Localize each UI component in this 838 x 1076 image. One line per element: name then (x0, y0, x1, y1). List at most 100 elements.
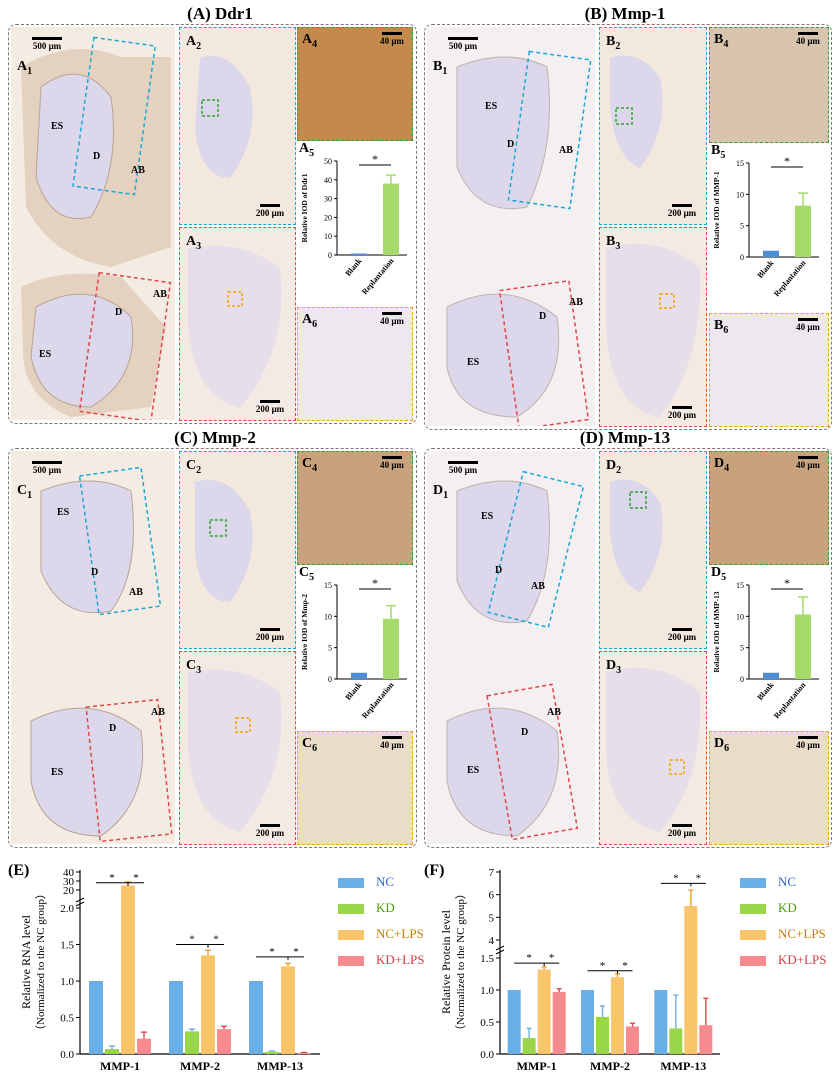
bar (351, 253, 367, 255)
tissue-ab: AB (153, 289, 167, 300)
tissue-d: D (115, 307, 123, 318)
y-tick-label: 15 (736, 159, 744, 168)
axis-break (75, 901, 85, 907)
y-tick-label: 10 (324, 612, 332, 621)
panel-a6-scalebar: 40 μm (376, 312, 408, 326)
bar (297, 1053, 311, 1055)
panel-d6-image: D6 40 μm (709, 731, 829, 845)
panel-b2-image: B2 200 μm (599, 27, 707, 225)
panel-d1-label: D1 (433, 483, 449, 501)
y-tick-label: 30 (324, 195, 332, 204)
panel-a-overview-image: 500 μm A1 ES D AB AB D ES (11, 27, 175, 420)
tissue-es: ES (481, 511, 494, 522)
panel-b-group: 500 μm B1 ES D AB AB D ES B2 200 μm B3 2… (424, 24, 832, 430)
panel-d3-scalebar: 200 μm (662, 824, 702, 838)
panel-a4-scalebar: 40 μm (376, 32, 408, 46)
y-tick-label: 7 (489, 867, 495, 879)
tissue-es: ES (57, 507, 70, 518)
y-tick-label: 0.5 (480, 1017, 494, 1029)
significance-star: * (784, 154, 790, 168)
tissue-d: D (109, 723, 117, 734)
x-tick-label: Blank (343, 680, 363, 702)
y-tick-label: 15 (736, 581, 744, 590)
panel-a6-image: A6 40 μm (297, 307, 413, 421)
bar (795, 205, 811, 257)
panel-a-overview-drawing (21, 36, 172, 420)
axis-break (495, 945, 505, 951)
scale-label: 500 μm (32, 41, 62, 51)
y-tick-label: 0.5 (60, 1013, 74, 1025)
panel-b2-scalebar: 200 μm (662, 204, 702, 218)
y-axis-label-sub: （Normalized to the NC group） (34, 888, 47, 1036)
significance-star: * (622, 960, 628, 972)
panel-a1-label: A1 (17, 59, 33, 77)
panel-a-group: 500 μm A1 ES D AB AB D ES A2 200 μm A3 2… (8, 24, 417, 424)
tissue-es: ES (467, 357, 480, 368)
x-tick-label: MMP-1 (100, 1059, 140, 1073)
y-tick-label: 10 (324, 232, 332, 241)
significance-star: * (189, 934, 195, 946)
panel-c4-image: C4 40 μm (297, 451, 413, 565)
y-tick-label: 5 (740, 222, 744, 231)
y-tick-label: 10 (736, 612, 744, 621)
panel-d4-scalebar: 40 μm (792, 456, 824, 470)
y-tick-label: 1.0 (480, 985, 494, 997)
bar (89, 981, 103, 1054)
x-tick-label: MMP-1 (517, 1059, 557, 1073)
legend-swatch (740, 878, 766, 889)
tissue-ab: AB (531, 581, 545, 592)
x-tick-label: MMP-2 (590, 1059, 630, 1073)
panel-d6-label: D6 (714, 736, 730, 754)
panel-c4-label: C4 (302, 456, 318, 474)
panel-d-group: 500 μm D1 ES D AB AB D ES D2 200 μm D3 2… (424, 448, 832, 848)
panel-d-title: (D) Mmp-13 (579, 428, 671, 447)
panel-c2-image: C2 200 μm (179, 451, 296, 649)
y-tick-label: 0.0 (60, 1049, 74, 1061)
significance-star: * (133, 872, 139, 884)
bar (763, 672, 779, 679)
legend-swatch (338, 956, 364, 967)
x-tick-label: Blank (343, 256, 363, 278)
legend-swatch (338, 878, 364, 889)
tissue-ab: AB (129, 587, 143, 598)
y-tick-label: 6 (489, 890, 495, 902)
panel-a2-label: A2 (186, 34, 202, 52)
significance-star: * (696, 872, 702, 884)
legend-item: NC+LPS (740, 926, 826, 942)
tissue-d: D (93, 151, 101, 162)
bar (507, 990, 521, 1054)
significance-star: * (372, 576, 378, 590)
panel-b6-image: B6 40 μm (709, 313, 829, 427)
y-tick-label: 40 (324, 176, 332, 185)
y-axis-label: Relative IOD of MMP-1 (712, 171, 721, 249)
panel-c5-label: C5 (299, 565, 315, 583)
y-tick-label: 1.5 (480, 953, 494, 965)
panel-a3-label: A3 (186, 234, 202, 252)
panel-a-title: (A) Ddr1 (187, 4, 253, 23)
y-tick-label: 5 (328, 644, 332, 653)
panel-c-group: 500 μm C1 ES D AB AB D ES C2 200 μm C3 2… (8, 448, 417, 848)
bar (611, 977, 624, 1054)
tissue-d: D (495, 565, 503, 576)
legend-swatch (338, 930, 364, 941)
y-tick-label: 4 (489, 935, 495, 947)
panel-c1-label: C1 (17, 483, 33, 501)
y-tick-label: 0 (328, 675, 332, 684)
x-tick-label: MMP-2 (180, 1059, 220, 1073)
panel-f-chart: 0.0 0.5 1.0 1.5 4 5 6 7 * * MMP-1 * * MMP-2 * * MMP-13 Re… (439, 867, 720, 1073)
bar (552, 991, 566, 1054)
bar (626, 1026, 639, 1054)
axis-break (75, 897, 85, 903)
tissue-d: D (521, 727, 529, 738)
y-axis-label: Relative IOD of MMP-13 (712, 591, 721, 672)
tissue-es: ES (51, 121, 64, 132)
panel-a3-scalebar: 200 μm (250, 400, 290, 414)
panel-c-overview-scalebar: 500 μm (25, 461, 69, 475)
y-tick-label: 0 (740, 675, 744, 684)
tissue-ab: AB (131, 165, 145, 176)
tissue-ab: AB (559, 145, 573, 156)
tissue-ab: AB (547, 707, 561, 718)
panel-d4-image: D4 40 μm (709, 451, 829, 565)
bar (383, 618, 399, 679)
